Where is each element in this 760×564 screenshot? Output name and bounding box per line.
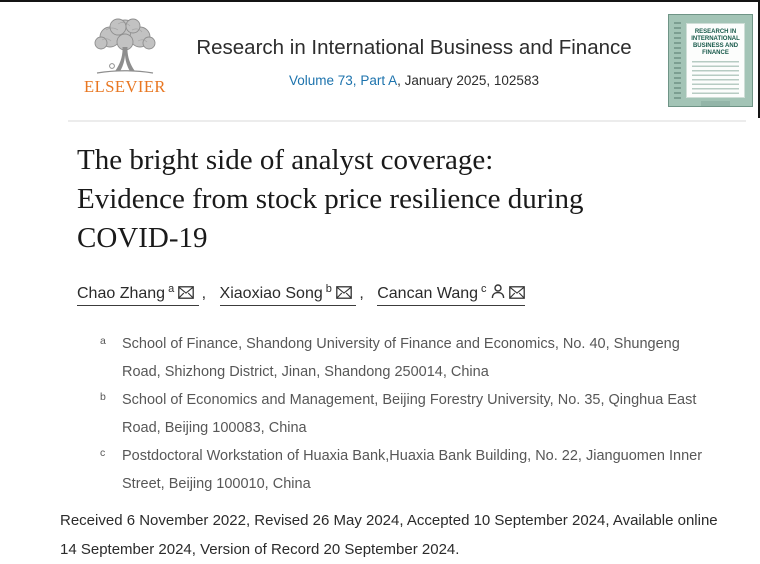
- author-separator: ,: [201, 285, 207, 303]
- issue-date-text: , January 2025, 102583: [397, 73, 539, 88]
- article-title: The bright side of analyst coverage: Evi…: [77, 141, 740, 258]
- author-separator: ,: [359, 285, 364, 303]
- screenshot-right-border: [758, 0, 760, 118]
- volume-issue-line: Volume 73, Part A, January 2025, 102583: [168, 73, 660, 88]
- journal-cover-thumbnail[interactable]: RESEARCH IN INTERNATIONAL BUSINESS AND F…: [668, 14, 753, 107]
- elsevier-logo-link[interactable]: ELSEVIER: [83, 16, 167, 97]
- affiliation-item: a School of Finance, Shandong University…: [100, 330, 712, 386]
- elsevier-wordmark: ELSEVIER: [84, 77, 166, 96]
- header-divider: [68, 120, 746, 122]
- author-list: Chao Zhang a , Xiaoxiao Song b , Cancan Wa…: [77, 283, 740, 307]
- affiliation-text: Postdoctoral Workstation of Huaxia Bank,…: [122, 448, 703, 493]
- envelope-icon: [336, 286, 352, 300]
- author-name: Xiaoxiao Song: [219, 285, 323, 303]
- article-title-line: The bright side of analyst coverage:: [77, 144, 494, 176]
- volume-link[interactable]: Volume 73, Part A: [289, 73, 398, 88]
- affiliation-list: a School of Finance, Shandong University…: [60, 330, 740, 498]
- journal-meta: Research in International Business and F…: [168, 36, 660, 88]
- article-title-line: COVID-19: [77, 222, 208, 254]
- affiliation-text: School of Economics and Management, Beij…: [122, 392, 697, 437]
- affiliation-sup: c: [100, 447, 106, 460]
- author-affiliation-sup: a: [168, 283, 175, 295]
- author-affiliation-sup: c: [481, 283, 487, 295]
- author-link-cancan-wang[interactable]: Cancan Wang c: [377, 283, 525, 307]
- author-name: Cancan Wang: [377, 285, 479, 303]
- author-name: Chao Zhang: [77, 285, 166, 303]
- article-history-dates: Received 6 November 2022, Revised 26 May…: [60, 512, 718, 559]
- author-affiliation-sup: b: [325, 283, 332, 295]
- cover-panel: RESEARCH IN INTERNATIONAL BUSINESS AND F…: [686, 23, 745, 106]
- affiliation-sup: a: [100, 335, 106, 348]
- envelope-icon: [178, 286, 195, 300]
- journal-title-link[interactable]: Research in International Business and F…: [196, 36, 632, 59]
- corresponding-author-person-icon: [491, 284, 504, 299]
- affiliation-item: c Postdoctoral Workstation of Huaxia Ban…: [100, 442, 712, 498]
- affiliation-sup: b: [100, 391, 106, 404]
- envelope-icon: [508, 286, 525, 300]
- article-title-line: Evidence from stock price resilience dur…: [77, 183, 584, 215]
- elsevier-tree-icon: [94, 18, 156, 74]
- cover-spine-text: [674, 22, 681, 99]
- affiliation-item: b School of Economics and Management, Be…: [100, 386, 712, 442]
- affiliation-text: School of Finance, Shandong University o…: [122, 336, 680, 381]
- cover-publisher-mark: [700, 101, 731, 106]
- screenshot-top-border: [0, 0, 760, 2]
- journal-banner: ELSEVIER Research in International Busin…: [0, 0, 760, 108]
- author-link-chao-zhang[interactable]: Chao Zhang a: [77, 283, 199, 307]
- article-header: The bright side of analyst coverage: Evi…: [0, 141, 760, 564]
- cover-journal-title: RESEARCH IN INTERNATIONAL BUSINESS AND F…: [691, 29, 740, 56]
- cover-contents-lines: [692, 61, 739, 97]
- author-link-xiaoxiao-song[interactable]: Xiaoxiao Song b: [219, 283, 357, 307]
